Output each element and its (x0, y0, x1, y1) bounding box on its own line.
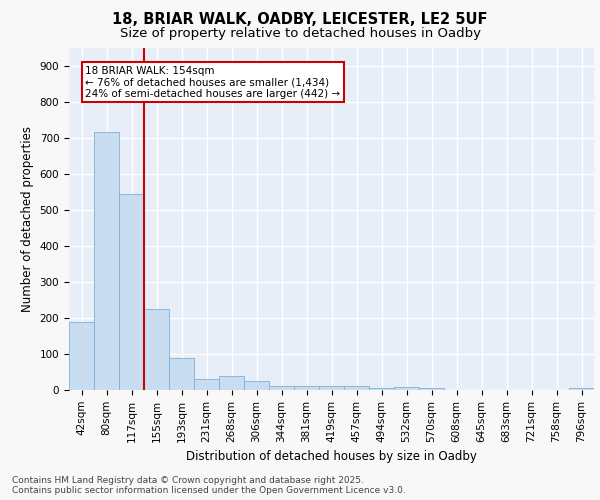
Bar (169, 358, 194, 390)
Bar (69, 322, 94, 390)
Bar (319, 386, 344, 390)
Bar (569, 388, 594, 390)
Bar (94, 132, 119, 390)
Text: Size of property relative to detached houses in Oadby: Size of property relative to detached ho… (119, 28, 481, 40)
Text: Contains HM Land Registry data © Crown copyright and database right 2025.
Contai: Contains HM Land Registry data © Crown c… (12, 476, 406, 495)
Bar (144, 309, 169, 390)
Bar (394, 388, 419, 390)
Bar (269, 386, 294, 390)
Bar (344, 386, 369, 390)
Y-axis label: Number of detached properties: Number of detached properties (21, 126, 34, 312)
Bar (219, 376, 244, 390)
Text: 18 BRIAR WALK: 154sqm
← 76% of detached houses are smaller (1,434)
24% of semi-d: 18 BRIAR WALK: 154sqm ← 76% of detached … (85, 66, 340, 98)
Bar (119, 194, 144, 390)
X-axis label: Distribution of detached houses by size in Oadby: Distribution of detached houses by size … (186, 450, 477, 463)
Bar (294, 386, 319, 390)
Bar (369, 388, 394, 390)
Text: 18, BRIAR WALK, OADBY, LEICESTER, LE2 5UF: 18, BRIAR WALK, OADBY, LEICESTER, LE2 5U… (112, 12, 488, 28)
Bar (194, 379, 219, 390)
Bar (244, 381, 269, 390)
Bar (419, 388, 444, 390)
